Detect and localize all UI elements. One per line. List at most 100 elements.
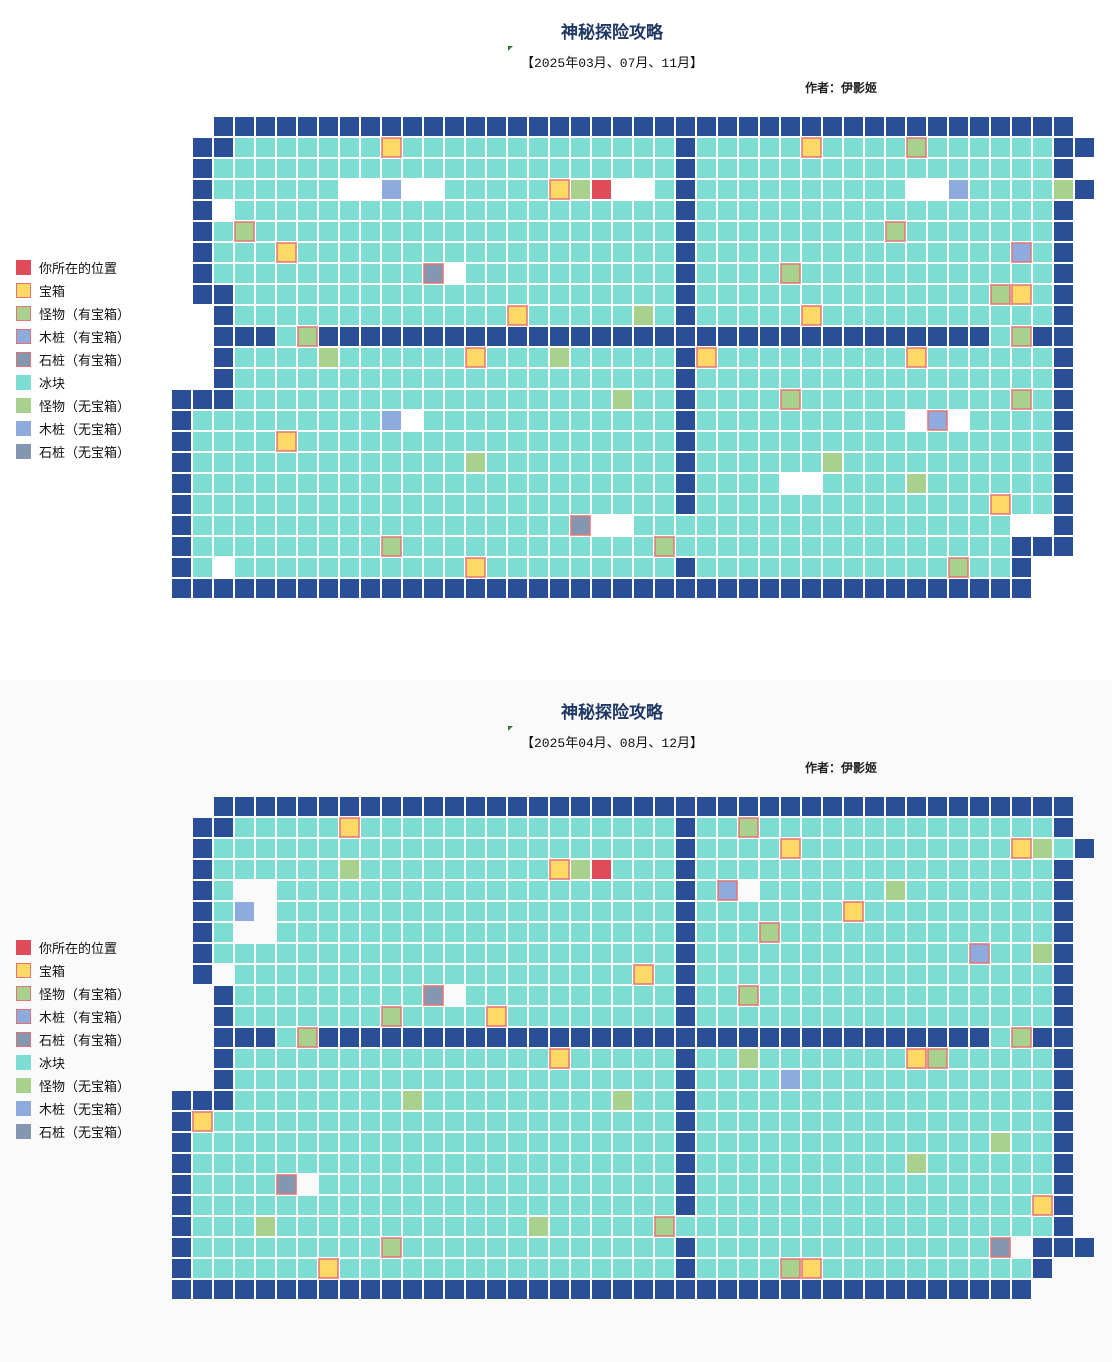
ice-tile (340, 411, 359, 430)
ice-tile (823, 1070, 842, 1089)
ice-tile (550, 411, 569, 430)
ice-tile (802, 558, 821, 577)
ice-tile (718, 965, 737, 984)
ice-tile (424, 1217, 443, 1236)
ice-tile (613, 495, 632, 514)
ice-tile (718, 474, 737, 493)
ice-tile (865, 860, 884, 879)
wall-tile (613, 1280, 632, 1299)
ice-tile (1012, 1049, 1031, 1068)
wall-tile (886, 579, 905, 598)
ice-tile (886, 1154, 905, 1173)
ice-tile (697, 1217, 716, 1236)
ice-tile (340, 201, 359, 220)
wall-tile (991, 117, 1010, 136)
ice-tile (760, 965, 779, 984)
ice-tile (613, 923, 632, 942)
ice-tile (445, 944, 464, 963)
ice-tile (823, 1154, 842, 1173)
wall-tile (508, 327, 527, 346)
wall-tile (172, 1175, 191, 1194)
ice-tile (739, 1175, 758, 1194)
ice-tile (403, 1007, 422, 1026)
ice-tile (571, 243, 590, 262)
wall-tile (550, 797, 569, 816)
ice-tile (361, 1070, 380, 1089)
wall-tile (382, 1028, 401, 1047)
wall-tile (1033, 1028, 1052, 1047)
ice-tile (550, 1217, 569, 1236)
ice-tile (361, 1196, 380, 1215)
wall-tile (214, 1049, 233, 1068)
wall-tile (928, 797, 947, 816)
ice-tile (1012, 201, 1031, 220)
ice-tile (802, 201, 821, 220)
ice-tile (508, 839, 527, 858)
ice-tile (613, 1070, 632, 1089)
ice-tile (298, 537, 317, 556)
monster-tile (571, 180, 590, 199)
ice-tile (970, 243, 989, 262)
ice-tile (718, 558, 737, 577)
ice-tile (424, 558, 443, 577)
ice-tile (529, 881, 548, 900)
ice-tile (844, 1133, 863, 1152)
ice-tile (718, 537, 737, 556)
ice-tile (949, 986, 968, 1005)
ice-tile (949, 369, 968, 388)
ice-tile (340, 902, 359, 921)
ice-tile (634, 285, 653, 304)
ice-tile (277, 264, 296, 283)
ice-tile (865, 1217, 884, 1236)
ice-tile (508, 474, 527, 493)
ice-tile (613, 369, 632, 388)
ice-tile (424, 1238, 443, 1257)
ice-tile (991, 1091, 1010, 1110)
legend-label: 冰块 (39, 1057, 66, 1072)
wall-tile (382, 1280, 401, 1299)
ice-tile (739, 558, 758, 577)
ice-tile (193, 1259, 212, 1278)
wall-tile (676, 902, 695, 921)
wall-tile (676, 881, 695, 900)
ice-tile (802, 818, 821, 837)
wall-tile (676, 495, 695, 514)
ice-tile (991, 1154, 1010, 1173)
ice-tile (760, 1238, 779, 1257)
ice-tile (361, 264, 380, 283)
ice-tile (1033, 201, 1052, 220)
ice-tile (193, 516, 212, 535)
ice-tile (550, 1133, 569, 1152)
ice-tile (508, 1133, 527, 1152)
ice-tile (319, 453, 338, 472)
ice-tile (256, 965, 275, 984)
map-grid (172, 117, 1094, 598)
ice-tile (298, 474, 317, 493)
ice-tile (550, 965, 569, 984)
wall-tile (1012, 558, 1031, 577)
ice-tile (487, 222, 506, 241)
ice-tile (235, 369, 254, 388)
ice-tile (970, 1112, 989, 1131)
ice-tile (235, 818, 254, 837)
ice-tile (529, 516, 548, 535)
ice-tile (844, 180, 863, 199)
wall-tile (466, 117, 485, 136)
ice-tile (1033, 495, 1052, 514)
ice-tile (907, 1259, 926, 1278)
chest-tile (318, 1258, 339, 1279)
ice-tile (823, 201, 842, 220)
wall-tile (1012, 537, 1031, 556)
ice-tile (319, 138, 338, 157)
ice-tile (655, 881, 674, 900)
ice-tile (949, 965, 968, 984)
monster-chest-tile (738, 817, 759, 838)
monster-chest-icon (16, 986, 31, 1001)
ice-tile (634, 222, 653, 241)
ice-tile (214, 432, 233, 451)
ice-tile (970, 1070, 989, 1089)
wall-tile (844, 327, 863, 346)
ice-tile (403, 474, 422, 493)
wall-tile (445, 117, 464, 136)
ice-tile (256, 860, 275, 879)
